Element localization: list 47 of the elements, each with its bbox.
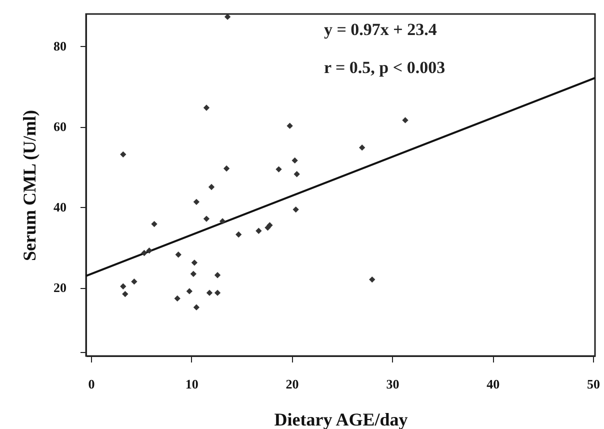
point xyxy=(175,252,182,258)
point xyxy=(186,288,192,294)
point xyxy=(214,272,221,278)
point xyxy=(120,151,126,158)
point xyxy=(264,224,271,231)
point xyxy=(190,270,197,277)
point xyxy=(120,283,126,290)
point xyxy=(131,278,138,285)
y-tick-label: 40 xyxy=(54,200,66,215)
point xyxy=(141,250,148,256)
annotation: y = 0.97x + 23.4 xyxy=(324,20,438,39)
annotation: r = 0.5, p < 0.003 xyxy=(324,58,446,77)
point xyxy=(193,198,200,205)
x-tick-label: 40 xyxy=(486,376,500,392)
point xyxy=(219,218,226,224)
point xyxy=(214,290,221,296)
point xyxy=(206,290,213,296)
point xyxy=(286,122,293,129)
point xyxy=(236,231,242,238)
y-tick-label: 60 xyxy=(54,119,66,134)
point xyxy=(223,165,230,172)
x-tick-label: 30 xyxy=(386,376,400,392)
point xyxy=(276,166,282,172)
point xyxy=(146,248,152,254)
point xyxy=(402,117,408,124)
x-tick-label: 20 xyxy=(286,376,299,392)
y-axis-title: Serum CML (U/ml) xyxy=(20,110,40,261)
point xyxy=(208,184,215,190)
point xyxy=(256,228,262,234)
point xyxy=(203,216,210,222)
x-tick-label: 0 xyxy=(88,376,95,392)
point xyxy=(151,220,158,228)
point xyxy=(174,295,180,302)
x-tick-label: 10 xyxy=(185,376,198,392)
point xyxy=(292,206,299,213)
y-tick-label: 20 xyxy=(54,280,66,296)
y-tick-label: 80 xyxy=(54,38,66,54)
point xyxy=(203,104,210,111)
point xyxy=(359,144,366,151)
point xyxy=(292,157,298,164)
point xyxy=(294,171,300,178)
x-tick-label: 50 xyxy=(586,376,600,392)
point xyxy=(191,260,198,266)
point xyxy=(224,14,231,20)
point xyxy=(193,304,200,310)
point xyxy=(122,290,128,298)
point xyxy=(369,276,376,283)
